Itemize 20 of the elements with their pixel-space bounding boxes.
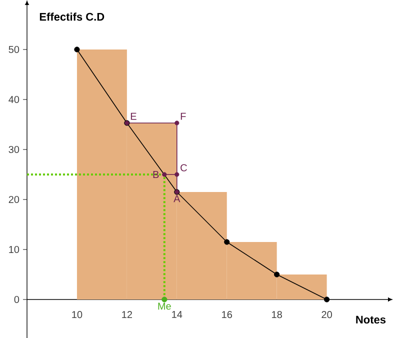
y-axis-title: Effectifs C.D <box>40 12 104 21</box>
y-tick-label: 40 <box>8 96 20 104</box>
annotation: C <box>180 164 187 172</box>
annotation: A <box>174 195 180 202</box>
x-tick-label: 12 <box>122 311 132 318</box>
x-axis-title: Notes <box>356 316 386 324</box>
x-tick-label: 10 <box>72 311 82 318</box>
x-tick-label: 18 <box>272 311 282 318</box>
y-tick-label: 10 <box>9 246 20 254</box>
y-tick-label: 20 <box>8 196 20 204</box>
annotation: E <box>130 112 136 120</box>
y-tick-label: 50 <box>8 46 20 54</box>
x-tick-label: 16 <box>222 311 232 318</box>
x-tick-label: 20 <box>322 311 332 318</box>
annotation: F <box>180 112 186 120</box>
annotation: B <box>153 171 159 178</box>
x-tick-label: 14 <box>172 311 182 318</box>
annotation: Me <box>158 302 171 310</box>
y-tick-label: 30 <box>8 146 20 154</box>
y-tick-label: 0 <box>14 296 20 304</box>
